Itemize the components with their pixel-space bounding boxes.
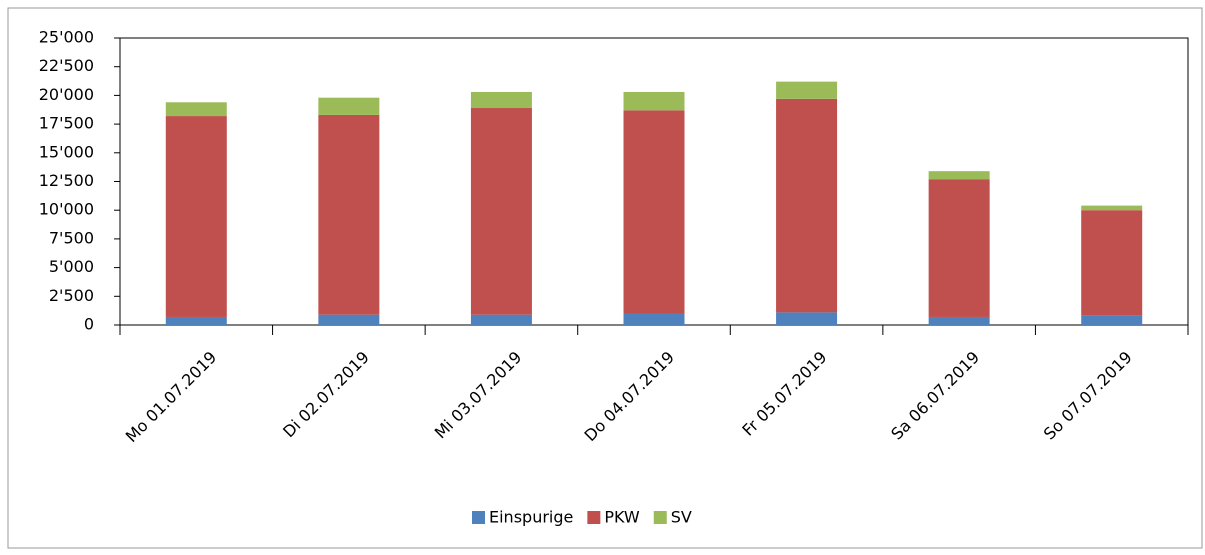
legend-swatch <box>472 511 485 524</box>
bar-segment <box>1081 210 1143 316</box>
y-tick-label: 5'000 <box>49 257 94 276</box>
legend-swatch <box>587 511 601 524</box>
y-tick-label: 12'500 <box>39 171 94 190</box>
bar-segment <box>928 179 990 317</box>
bar-segment <box>928 316 990 325</box>
bar-segment <box>165 316 227 325</box>
y-tick-label: 7'500 <box>49 228 94 247</box>
bar-segment <box>165 102 227 117</box>
legend-label: Einspurige <box>489 508 573 527</box>
bar-segment <box>1081 205 1143 211</box>
bar-segment <box>623 313 685 325</box>
bar-segment <box>470 314 532 325</box>
bar-segment <box>470 108 532 315</box>
y-tick-label: 2'500 <box>49 286 94 305</box>
bar-segment <box>318 97 380 115</box>
y-tick-label: 22'500 <box>39 56 94 75</box>
y-tick-label: 20'000 <box>39 85 94 104</box>
y-tick-label: 17'500 <box>39 114 94 133</box>
bar-segment <box>165 116 227 317</box>
bar-segment <box>318 114 380 315</box>
bar-segment <box>776 81 838 99</box>
legend-label: SV <box>671 508 692 527</box>
y-tick-label: 10'000 <box>39 200 94 219</box>
bar-segment <box>318 314 380 325</box>
legend-label: PKW <box>604 508 640 527</box>
bar-segment <box>776 312 838 325</box>
bar-segment <box>623 110 685 314</box>
y-tick-label: 15'000 <box>39 142 94 161</box>
legend-swatch <box>653 511 667 524</box>
y-tick-label: 0 <box>84 315 94 334</box>
bar-segment <box>1081 315 1143 325</box>
bar-segment <box>470 91 532 109</box>
bar-segment <box>776 98 838 313</box>
y-tick-label: 25'000 <box>39 28 94 47</box>
bar-segment <box>928 171 990 180</box>
bar-segment <box>623 91 685 111</box>
